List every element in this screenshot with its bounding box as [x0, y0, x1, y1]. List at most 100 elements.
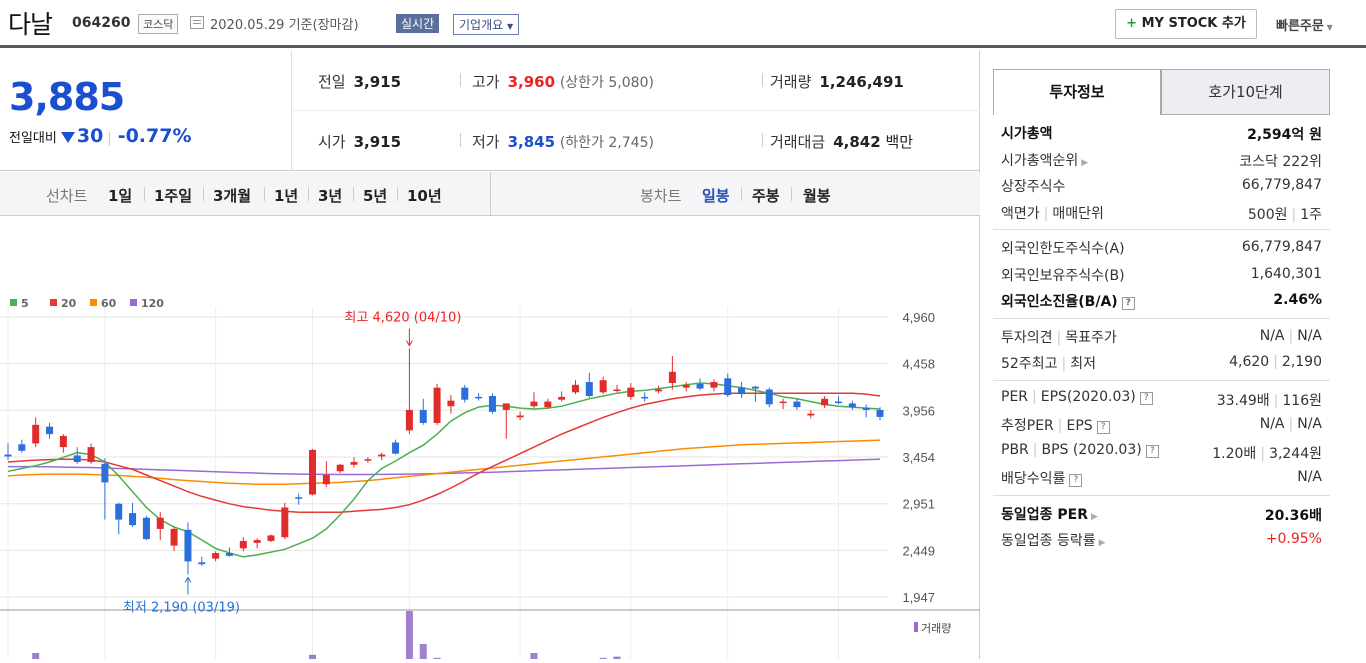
low-annotation-label: 최저 2,190 (03/19): [123, 600, 240, 615]
volume-bar: [32, 653, 40, 663]
help-icon[interactable]: ?: [1139, 391, 1153, 405]
info-value: +0.95%: [1265, 531, 1322, 547]
help-icon[interactable]: ?: [1096, 421, 1110, 434]
info-key[interactable]: 동일업종 등락률 ▶: [1001, 533, 1106, 549]
info-value: 20.36배: [1264, 507, 1322, 524]
candle-body: [405, 409, 413, 431]
candle-body: [32, 424, 40, 444]
quick-order-dropdown[interactable]: 빠른주문 ▼: [1276, 19, 1333, 34]
info-key: 추정PER | EPS?: [1001, 415, 1110, 435]
tab-monthly[interactable]: 월봉: [803, 187, 831, 205]
info-value: 33.49배 | 116원: [1216, 392, 1322, 409]
invest-info-table: 시가총액 2,594억 원 시가총액순위 ▶ 코스닥 222위 상장주식수 66,779,8…: [993, 115, 1330, 557]
info-key: 투자의견 | 목표주가: [1001, 329, 1117, 346]
candle-body: [710, 382, 718, 388]
info-key: 외국인한도주식수(A): [1001, 241, 1125, 257]
legend-label: 120: [141, 297, 164, 310]
info-key: 52주최고 | 최저: [1001, 356, 1096, 372]
add-mystock-button[interactable]: + MY STOCK 추가: [1115, 9, 1257, 39]
tab-1day[interactable]: 1일: [108, 187, 133, 205]
legend-swatch: [130, 299, 137, 306]
open-price: 시가 3,915: [318, 133, 402, 151]
info-key: 배당수익률?: [1001, 468, 1083, 488]
info-key[interactable]: 동일업종 PER ▶: [1001, 506, 1098, 523]
info-key[interactable]: 시가총액순위 ▶: [1001, 152, 1089, 169]
chart-toolbar: 선차트 1일 1주일 3개월 1년 3년 5년 10년 봉차트 일봉 주봉 월봉: [0, 172, 980, 216]
tab-invest-info[interactable]: 투자정보: [993, 69, 1161, 115]
info-key: 외국인보유주식수(B): [1001, 267, 1125, 284]
candle-body: [848, 403, 856, 408]
candle-body: [212, 553, 220, 559]
candle-body: [447, 400, 455, 407]
candle-body: [378, 454, 386, 457]
base-date: 2020.05.29 기준(장마감): [210, 18, 359, 33]
candle-body: [488, 395, 496, 412]
stock-name: 다날: [8, 10, 53, 39]
info-value: N/A: [1297, 469, 1322, 485]
candle-body: [738, 387, 746, 395]
candle-body: [585, 382, 593, 396]
candle-body: [253, 540, 261, 543]
help-icon[interactable]: ?: [1121, 297, 1135, 310]
info-value: 500원 | 1주: [1247, 206, 1322, 223]
realtime-button[interactable]: 실시간: [396, 14, 440, 33]
tab-10year[interactable]: 10년: [407, 187, 442, 205]
tab-1year[interactable]: 1년: [274, 187, 299, 205]
candle-body: [516, 415, 524, 418]
tab-3month[interactable]: 3개월: [213, 187, 252, 205]
candle-body: [627, 387, 635, 397]
candle-body: [834, 401, 842, 404]
candle-body: [281, 507, 289, 538]
help-icon[interactable]: ?: [1069, 474, 1083, 487]
stock-chart[interactable]: 4,9604,4583,9563,4542,9512,4491,94703/03…: [0, 217, 980, 663]
candle-body: [4, 454, 12, 457]
info-row: PBR | BPS (2020.03)? 1.20배 | 3,244원: [993, 438, 1330, 465]
company-overview-dropdown[interactable]: 기업개요 ▼: [453, 14, 520, 35]
chevron-right-icon: ▶: [1091, 511, 1098, 522]
candle-body: [433, 387, 441, 423]
candle-body: [350, 461, 358, 465]
trade-amount: 거래대금 4,842 백만: [770, 133, 914, 151]
chevron-right-icon: ▶: [1081, 157, 1089, 168]
candle-body: [364, 459, 372, 461]
tab-daily[interactable]: 일봉: [702, 187, 730, 205]
y-tick-label: 4,458: [902, 357, 935, 372]
market-badge: 코스닥: [138, 14, 179, 34]
candle-body: [87, 447, 95, 462]
candle-body: [115, 503, 123, 520]
info-row: 배당수익률? N/A: [993, 464, 1330, 491]
main-panel: 3,885 전일대비 30 | -0.77% 전일 3,915 고가 3,960 (상한가…: [0, 51, 980, 663]
y-tick-label: 3,956: [902, 403, 935, 418]
tab-5year[interactable]: 5년: [363, 187, 388, 205]
y-tick-label: 3,454: [902, 450, 935, 465]
info-key: 상장주식수: [1001, 179, 1066, 195]
tab-1week[interactable]: 1주일: [154, 187, 193, 205]
tab-weekly[interactable]: 주봉: [752, 187, 780, 205]
candle-body: [419, 409, 427, 423]
price-box: 3,885 전일대비 30 | -0.77%: [0, 51, 292, 171]
prev-close: 전일 3,915: [318, 73, 402, 91]
legend-label: 20: [61, 297, 77, 310]
info-value: 2,594억 원: [1247, 127, 1322, 143]
candle-body: [475, 396, 483, 399]
low-arrowhead-icon: [184, 576, 192, 583]
info-row: 액면가 | 매매단위 500원 | 1주: [993, 199, 1330, 226]
volume: 거래량 1,246,491: [770, 73, 904, 91]
info-value: 4,620 | 2,190: [1229, 354, 1322, 370]
candle-body: [751, 386, 759, 389]
high-arrowhead-icon: [405, 340, 413, 347]
candle-body: [599, 380, 607, 393]
candle-body: [129, 513, 137, 526]
candle-body: [807, 413, 815, 416]
candle-body: [156, 517, 164, 529]
info-value: 코스닥 222위: [1239, 153, 1322, 170]
help-icon[interactable]: ?: [1145, 444, 1159, 458]
candle-body: [682, 384, 690, 388]
legend-label: 60: [101, 297, 117, 310]
plus-icon: +: [1126, 16, 1138, 31]
info-row: 외국인보유주식수(B) 1,640,301: [993, 261, 1330, 288]
tab-hoga10[interactable]: 호가10단계: [1161, 69, 1330, 115]
candle-body: [876, 409, 884, 417]
tab-3year[interactable]: 3년: [318, 187, 343, 205]
